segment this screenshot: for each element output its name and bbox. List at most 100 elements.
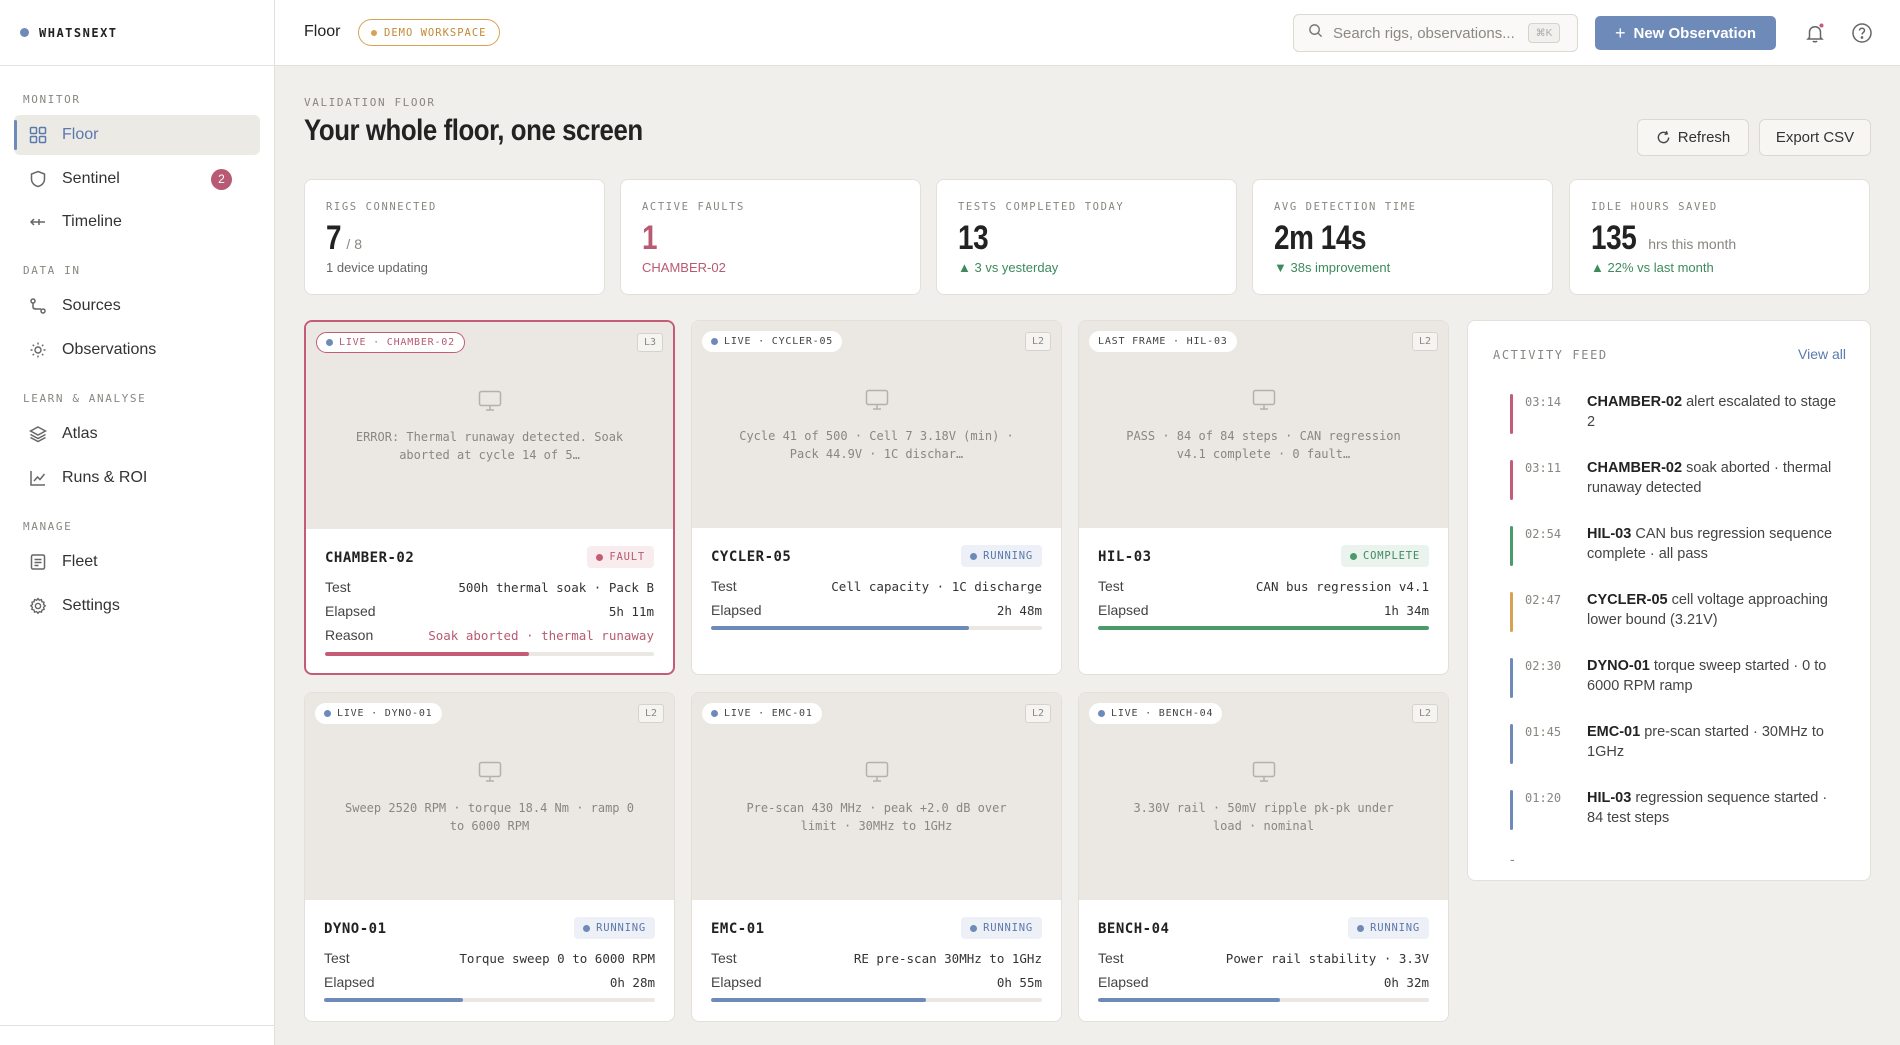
sidebar-item-sources[interactable]: Sources xyxy=(14,286,260,326)
feed-item[interactable]: 01:45 EMC-01 pre-scan started · 30MHz to … xyxy=(1510,724,1850,764)
stat-card-active-faults[interactable]: ACTIVE FAULTS 1 CHAMBER-02 xyxy=(620,179,921,295)
feed-rig-name: HIL-03 xyxy=(1587,790,1632,806)
feed-item[interactable]: 01:20 HIL-03 regression sequence started … xyxy=(1510,790,1850,830)
rig-name: CHAMBER-02 xyxy=(325,550,415,566)
feed-rig-name: CYCLER-05 xyxy=(1587,592,1668,608)
sidebar-item-label: Runs & ROI xyxy=(62,469,148,486)
sidebar-item-observations[interactable]: Observations xyxy=(14,330,260,370)
sidebar-item-floor[interactable]: Floor xyxy=(14,115,260,155)
workspace-badge: DEMO WORKSPACE xyxy=(358,19,500,46)
brand[interactable]: WHATSNEXT xyxy=(0,0,274,66)
status-dot xyxy=(970,552,978,560)
rig-name: BENCH-04 xyxy=(1098,921,1170,937)
stat-card-idle-hours: IDLE HOURS SAVED 135 hrs this month ▲ 22%… xyxy=(1569,179,1870,295)
feed-rig-name: EMC-01 xyxy=(1587,724,1641,740)
sidebar-item-timeline[interactable]: Timeline xyxy=(14,202,260,242)
search-box[interactable]: ⌘K xyxy=(1293,14,1578,52)
search-input[interactable] xyxy=(1333,24,1528,42)
row-value: Soak aborted · thermal runaway xyxy=(428,627,654,643)
progress-fill xyxy=(1098,626,1429,630)
sun-icon xyxy=(28,340,48,360)
breadcrumb[interactable]: Floor xyxy=(304,23,341,40)
rig-live-view[interactable]: LIVE · CHAMBER-02 L3 ERROR: Thermal runa… xyxy=(306,322,673,529)
rig-card-hil-03[interactable]: LAST FRAME · HIL-03 L2 PASS · 84 of 84 s… xyxy=(1078,320,1449,675)
feed-time: 02:47 xyxy=(1525,593,1562,607)
sidebar-item-sentinel[interactable]: Sentinel 2 xyxy=(14,159,260,199)
sidebar-item-fleet[interactable]: Fleet xyxy=(14,542,260,582)
stat-sub: CHAMBER-02 xyxy=(642,260,726,275)
status-badge: RUNNING xyxy=(574,917,655,939)
live-dot xyxy=(711,338,718,345)
live-feed-badge: LIVE · DYNO-01 xyxy=(315,703,442,724)
rig-live-view[interactable]: LIVE · CYCLER-05 L2 Cycle 41 of 500 · Ce… xyxy=(692,321,1061,528)
feed-message-text: regression sequence started · 84 test st… xyxy=(1587,790,1828,826)
feed-time: 01:45 xyxy=(1525,725,1562,739)
rig-card-cycler-05[interactable]: LIVE · CYCLER-05 L2 Cycle 41 of 500 · Ce… xyxy=(691,320,1062,675)
progress-bar xyxy=(1098,626,1429,630)
rig-live-view[interactable]: LIVE · EMC-01 L2 Pre-scan 430 MHz · peak… xyxy=(692,693,1061,900)
rig-row-elapsed: Elapsed 5h 11m xyxy=(325,601,654,621)
live-feed-badge: LIVE · CHAMBER-02 xyxy=(316,332,465,353)
rig-live-view[interactable]: LIVE · DYNO-01 L2 Sweep 2520 RPM · torqu… xyxy=(305,693,674,900)
rig-card-bench-04[interactable]: LIVE · BENCH-04 L2 3.30V rail · 50mV rip… xyxy=(1078,692,1449,1022)
row-value: 0h 55m xyxy=(996,974,1042,990)
route-icon xyxy=(28,296,48,316)
sidebar-item-runs-roi[interactable]: Runs & ROI xyxy=(14,458,260,498)
export-csv-button[interactable]: Export CSV xyxy=(1759,119,1871,156)
status-badge: RUNNING xyxy=(961,917,1042,939)
rig-row-elapsed: Elapsed 0h 28m xyxy=(324,972,655,992)
view-all-link[interactable]: View all xyxy=(1798,346,1846,362)
stat-value: 2m 14s xyxy=(1274,219,1367,257)
level-tag: L3 xyxy=(636,333,663,352)
status-label: RUNNING xyxy=(983,922,1033,934)
progress-bar xyxy=(711,998,1042,1002)
row-value: 500h thermal soak · Pack B xyxy=(458,579,654,595)
sidebar-item-label: Timeline xyxy=(62,213,122,230)
screen-caption: Pre-scan 430 MHz · peak +2.0 dB over lim… xyxy=(746,801,1007,833)
feed-item[interactable]: 03:14 CHAMBER-02 alert escalated to stage… xyxy=(1510,394,1850,434)
row-key: Elapsed xyxy=(325,603,376,619)
new-observation-button[interactable]: + New Observation xyxy=(1595,16,1776,50)
brand-logo-dot xyxy=(20,28,29,37)
sidebar-item-settings[interactable]: Settings xyxy=(14,586,260,626)
row-value: CAN bus regression v4.1 xyxy=(1255,578,1429,594)
rig-live-view[interactable]: LIVE · BENCH-04 L2 3.30V rail · 50mV rip… xyxy=(1079,693,1448,900)
rig-card-emc-01[interactable]: LIVE · EMC-01 L2 Pre-scan 430 MHz · peak… xyxy=(691,692,1062,1022)
level-tag: L2 xyxy=(1024,332,1051,351)
refresh-button[interactable]: Refresh xyxy=(1637,119,1749,156)
rig-row-test: Test Torque sweep 0 to 6000 RPM xyxy=(324,948,655,968)
level-tag: L2 xyxy=(1024,704,1051,723)
stat-label: RIGS CONNECTED xyxy=(326,201,437,213)
activity-feed: ACTIVITY FEED View all 03:14 CHAMBER-02 a… xyxy=(1467,320,1871,881)
feed-item[interactable]: 02:47 CYCLER-05 cell voltage approaching … xyxy=(1510,592,1850,632)
feed-message: DYNO-01 torque sweep started · 0 to 6000… xyxy=(1587,656,1847,696)
row-key: Elapsed xyxy=(1098,602,1149,618)
feed-message: EMC-01 pre-scan started · 30MHz to 1GHz xyxy=(1587,722,1847,762)
progress-bar xyxy=(1098,998,1429,1002)
live-feed-label: LAST FRAME · HIL-03 xyxy=(1098,336,1228,347)
feed-item[interactable]: 03:11 CHAMBER-02 soak aborted · thermal r… xyxy=(1510,460,1850,500)
sidebar-item-label: Fleet xyxy=(62,553,98,570)
feed-message-text: soak aborted · thermal runaway detected xyxy=(1587,460,1832,496)
help-icon[interactable] xyxy=(1849,20,1875,46)
stat-card-avg-detection: AVG DETECTION TIME 2m 14s ▼ 38s improvem… xyxy=(1252,179,1553,295)
monitor-icon xyxy=(865,761,889,788)
rig-name: HIL-03 xyxy=(1098,549,1152,565)
rig-card-chamber-02[interactable]: LIVE · CHAMBER-02 L3 ERROR: Thermal runa… xyxy=(304,320,675,675)
stat-sub: ▼ 38s improvement xyxy=(1274,260,1391,275)
screen-caption: PASS · 84 of 84 steps · CAN regression v… xyxy=(1126,429,1401,461)
live-dot xyxy=(1098,710,1105,717)
rig-live-view[interactable]: LAST FRAME · HIL-03 L2 PASS · 84 of 84 s… xyxy=(1079,321,1448,528)
rig-row-elapsed: Elapsed 0h 55m xyxy=(711,972,1042,992)
sidebar-item-label: Settings xyxy=(62,597,120,614)
sidebar-item-label: Floor xyxy=(62,126,99,143)
status-badge: RUNNING xyxy=(1348,917,1429,939)
feed-item[interactable]: 02:30 DYNO-01 torque sweep started · 0 to… xyxy=(1510,658,1850,698)
rig-card-dyno-01[interactable]: LIVE · DYNO-01 L2 Sweep 2520 RPM · torqu… xyxy=(304,692,675,1022)
stat-label: IDLE HOURS SAVED xyxy=(1591,201,1718,213)
feed-item[interactable]: 02:54 HIL-03 CAN bus regression sequence … xyxy=(1510,526,1850,566)
status-dot xyxy=(970,924,978,932)
sidebar-item-atlas[interactable]: Atlas xyxy=(14,414,260,454)
feed-message-text: alert escalated to stage 2 xyxy=(1587,394,1837,430)
bell-icon[interactable] xyxy=(1802,20,1828,46)
